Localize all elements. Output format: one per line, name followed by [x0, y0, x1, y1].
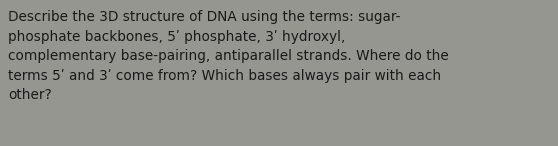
Text: Describe the 3D structure of DNA using the terms: sugar-
phosphate backbones, 5ʹ: Describe the 3D structure of DNA using t…: [8, 10, 449, 102]
